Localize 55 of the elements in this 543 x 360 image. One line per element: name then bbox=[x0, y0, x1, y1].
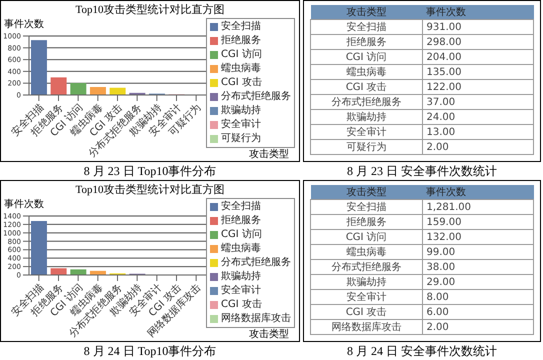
legend-label: CGI 访问 bbox=[221, 48, 262, 62]
text: 事件次数 bbox=[422, 185, 534, 200]
category-label: CGI 攻击 bbox=[310, 80, 422, 94]
text: 13.00 bbox=[426, 126, 456, 138]
text: 29.00 bbox=[426, 276, 456, 288]
category-label: 拒绝服务 bbox=[310, 214, 422, 230]
chart-title: Top10攻击类型统计对比直方图 bbox=[74, 2, 226, 16]
text: 38.00 bbox=[426, 262, 456, 272]
legend-label: 分布式拒绝服务 bbox=[221, 90, 291, 104]
legend-label: 蠕虫病毒 bbox=[221, 62, 261, 76]
category-label: 可疑行为 bbox=[310, 140, 422, 154]
y-axis-title: 事件次数 bbox=[4, 198, 44, 211]
text: 204.00 bbox=[426, 52, 462, 62]
text: 8 月 23 日 Top10事件分布 bbox=[82, 163, 218, 178]
category-label: CGI 访问 bbox=[310, 230, 422, 244]
text: 1,281.00 bbox=[426, 202, 472, 212]
category-label: 蠕虫病毒 bbox=[310, 64, 422, 80]
text: 6.00 bbox=[426, 306, 449, 318]
legend-label: 欺骗劫持 bbox=[221, 270, 261, 284]
text: 事件次数 bbox=[422, 5, 534, 20]
legend-label: 分布式拒绝服务 bbox=[221, 256, 291, 270]
text: 8 月 24 日 安全事件次数统计 bbox=[346, 343, 498, 358]
text: 37.00 bbox=[426, 96, 456, 108]
category-label: 拒绝服务 bbox=[310, 34, 422, 50]
category-label: CGI 访问 bbox=[310, 50, 422, 64]
text: 攻击类型 bbox=[310, 5, 422, 20]
text: 298.00 bbox=[426, 36, 462, 48]
legend-label: 蠕虫病毒 bbox=[221, 242, 261, 256]
chart-title: Top10攻击类型统计对比直方图 bbox=[74, 182, 226, 196]
legend-label: 拒绝服务 bbox=[221, 214, 261, 228]
text: 24.00 bbox=[426, 112, 456, 122]
legend-label: 安全扫描 bbox=[221, 20, 261, 34]
category-label: 安全扫描 bbox=[310, 200, 422, 214]
legend-label: 安全扫描 bbox=[221, 200, 261, 214]
text: 159.00 bbox=[426, 216, 462, 228]
text: 122.00 bbox=[426, 82, 462, 92]
text: 8.00 bbox=[426, 292, 449, 302]
text: 攻击类型 bbox=[310, 185, 422, 200]
x-axis-title: 攻击类型 bbox=[249, 148, 289, 161]
text: 135.00 bbox=[426, 66, 462, 78]
category-label: 安全扫描 bbox=[310, 20, 422, 34]
text: 8 月 23 日 安全事件次数统计 bbox=[346, 163, 498, 178]
text: 99.00 bbox=[426, 246, 456, 258]
text: 2.00 bbox=[426, 322, 449, 332]
legend-label: CGI 访问 bbox=[221, 228, 262, 242]
category-label: 蠕虫病毒 bbox=[310, 244, 422, 260]
text: 8 月 24 日 Top10事件分布 bbox=[82, 343, 218, 358]
y-axis-title: 事件次数 bbox=[4, 18, 44, 31]
legend-label: CGI 攻击 bbox=[221, 76, 262, 90]
text: 2.00 bbox=[426, 142, 449, 152]
category-label: 分布式拒绝服务 bbox=[310, 260, 422, 274]
legend-label: 拒绝服务 bbox=[221, 34, 261, 48]
x-axis-title: 攻击类型 bbox=[249, 328, 289, 341]
text: 931.00 bbox=[426, 22, 462, 32]
text: 132.00 bbox=[426, 232, 462, 242]
